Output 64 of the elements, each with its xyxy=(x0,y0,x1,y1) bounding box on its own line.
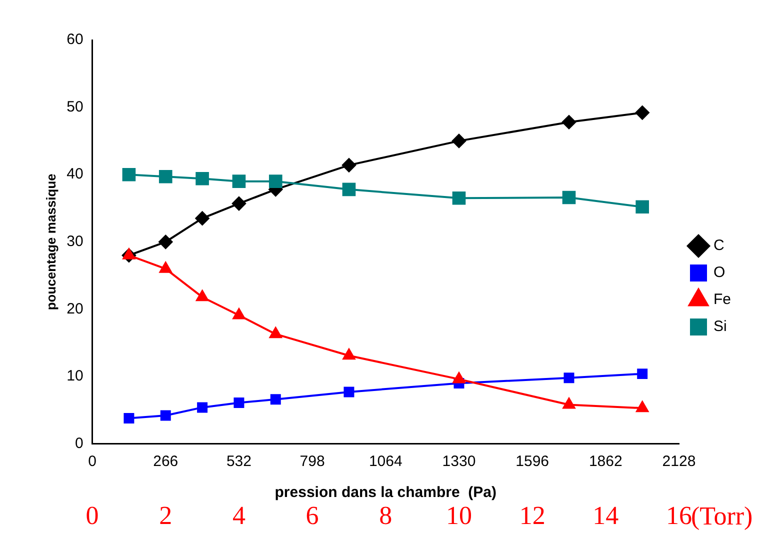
point xyxy=(160,410,171,421)
point xyxy=(158,234,173,249)
point xyxy=(196,172,209,186)
legend-label: C xyxy=(713,237,724,254)
x2-tick-label: 8 xyxy=(379,501,392,530)
point xyxy=(562,398,576,409)
point xyxy=(232,174,246,188)
point xyxy=(342,182,356,196)
x-tick-label: 2128 xyxy=(662,452,696,470)
point xyxy=(122,248,136,260)
x2-tick-label: 16 xyxy=(666,501,692,530)
point xyxy=(158,170,172,184)
x2-tick-label: 2 xyxy=(159,501,172,530)
y-tick-label: 40 xyxy=(66,166,84,183)
x-tick-label: 1862 xyxy=(588,452,622,470)
point xyxy=(635,106,650,120)
point xyxy=(270,394,281,405)
point xyxy=(344,386,354,398)
point xyxy=(342,158,356,172)
y-tick-label: 30 xyxy=(66,233,84,250)
y-tick-label: 20 xyxy=(66,300,84,318)
x2-tick-label: 14 xyxy=(592,501,619,530)
x2-tick-label: 10 xyxy=(446,501,472,530)
x-axis-title: pression dans la chambre (Pa) xyxy=(274,484,497,501)
legend-label: Si xyxy=(713,318,727,336)
point xyxy=(195,211,210,226)
point xyxy=(342,348,356,360)
x-tick-label: 1330 xyxy=(442,452,476,470)
point xyxy=(197,402,208,413)
point xyxy=(562,115,576,130)
x2-axis-title: (Torr) xyxy=(690,502,753,531)
x-tick-label: 266 xyxy=(153,452,178,470)
y-axis-title: poucentage massique xyxy=(43,174,58,310)
legend-label: O xyxy=(713,264,726,282)
point xyxy=(636,200,649,214)
point xyxy=(124,412,134,424)
y-tick-label: 50 xyxy=(66,98,84,116)
x-tick-label: 0 xyxy=(88,452,96,470)
point xyxy=(452,372,466,384)
point xyxy=(564,372,574,384)
point xyxy=(234,398,244,408)
point xyxy=(232,196,246,211)
x2-tick-label: 6 xyxy=(306,501,319,530)
point xyxy=(637,368,648,380)
point xyxy=(122,168,136,182)
x2-tick-label: 12 xyxy=(519,501,546,530)
legend-label: Fe xyxy=(713,291,732,308)
point xyxy=(268,174,282,188)
point xyxy=(636,401,649,412)
y-tick-label: 0 xyxy=(74,434,84,452)
x-tick-label: 1596 xyxy=(516,452,550,470)
x-tick-label: 532 xyxy=(226,452,252,470)
point xyxy=(232,308,246,320)
x-tick-label: 1064 xyxy=(368,452,402,470)
x-tick-label: 798 xyxy=(300,452,325,470)
y-tick-label: 60 xyxy=(66,31,84,48)
point xyxy=(452,134,466,148)
x2-tick-label: 4 xyxy=(232,501,246,530)
point xyxy=(562,190,576,204)
point xyxy=(269,327,282,338)
point xyxy=(196,290,208,302)
point xyxy=(452,192,466,205)
y-tick-label: 10 xyxy=(66,368,84,385)
point xyxy=(159,262,172,273)
